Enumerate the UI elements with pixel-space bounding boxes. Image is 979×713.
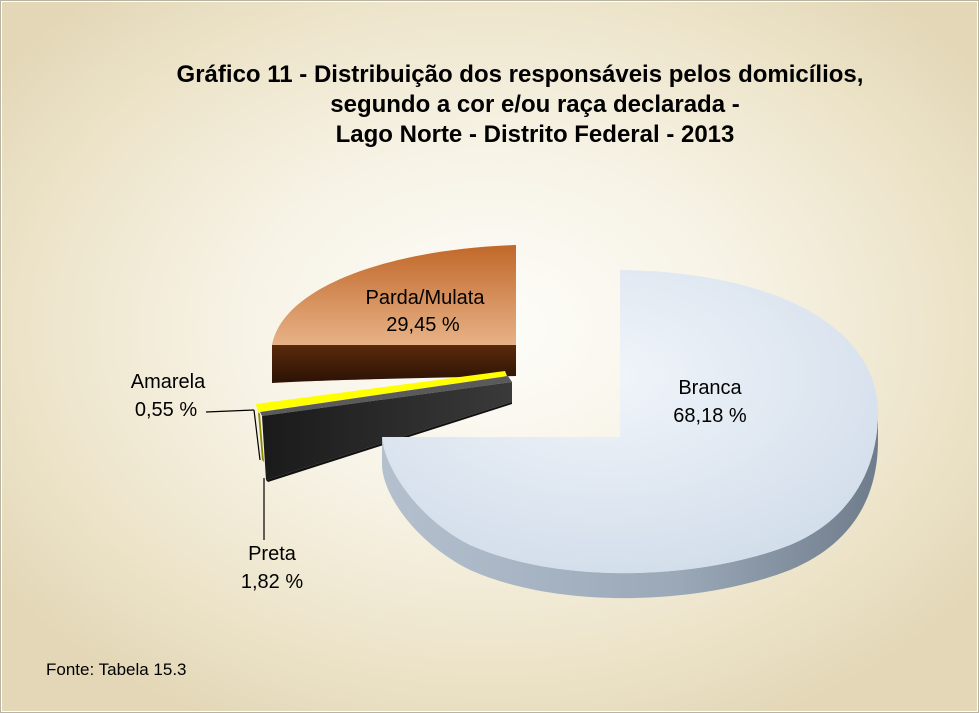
label-amarela-value: 0,55 % — [135, 399, 197, 421]
chart-title-line-2: segundo a cor e/ou raça declarada - — [330, 91, 740, 118]
chart-title-line-1: Gráfico 11 - Distribuição dos responsáve… — [176, 61, 864, 88]
chart-title: Gráfico 11 - Distribuição dos responsáve… — [110, 60, 930, 150]
label-amarela-name: Amarela — [131, 371, 206, 393]
source-note: Fonte: Tabela 15.3 — [46, 660, 187, 679]
slice-branca — [382, 270, 878, 599]
label-preta-value: 1,82 % — [241, 571, 303, 593]
slice-parda-mulata — [272, 245, 516, 383]
label-parda-mulata-name: Parda/Mulata — [366, 287, 486, 309]
label-branca-value: 68,18 % — [673, 405, 747, 427]
label-branca-name: Branca — [678, 377, 742, 399]
label-preta-name: Preta — [248, 543, 297, 565]
label-parda-mulata-value: 29,45 % — [386, 314, 460, 336]
slice-amarela — [256, 371, 507, 462]
chart-title-line-3: Lago Norte - Distrito Federal - 2013 — [335, 121, 735, 148]
